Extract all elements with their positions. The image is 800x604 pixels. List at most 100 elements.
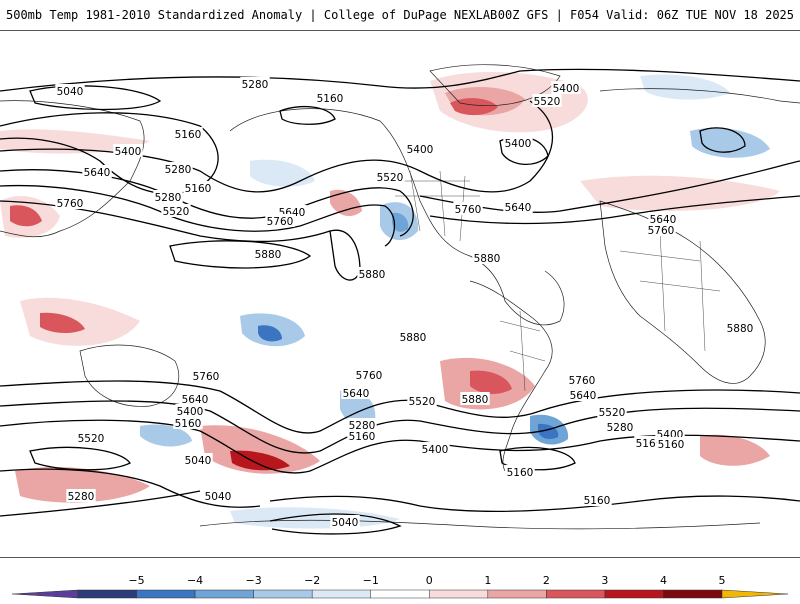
contour-label-bg: [551, 81, 581, 94]
contour-labels: 5040 5280 5160 5160 5400 5640 5280 5160 5520 5760…: [55, 77, 755, 529]
model-run-info: 00Z GFS | F054 Valid: 06Z TUE NOV 18 202…: [497, 8, 794, 22]
colorbar-segment: [370, 589, 430, 599]
colorbar-svg: −5 −4 −3 −2 −1 0 1 2 3 4 5: [11, 574, 789, 599]
contour-label: 5400: [407, 144, 434, 156]
warm-core-east-asia: [10, 205, 42, 227]
contour-5040-siberia: [29, 85, 162, 111]
contour-label-bg: [253, 247, 283, 260]
contour-label: 5520: [599, 407, 626, 419]
contour-label-bg: [503, 136, 533, 149]
australia-coast: [79, 344, 180, 407]
contour-label-bg: [648, 212, 678, 225]
warm-core-greenland: [450, 98, 498, 116]
contour-south-1: [0, 380, 800, 434]
contour-label-bg: [460, 392, 490, 405]
contour-label: 5880: [474, 253, 501, 265]
contour-5880-pacific: [169, 240, 312, 269]
contour-label-bg: [597, 405, 627, 418]
warm-anomaly-east-pacific: [330, 189, 362, 217]
colorbar-tick-label: 2: [543, 574, 550, 587]
contour-label-bg: [265, 214, 295, 227]
colorbar-segment: [136, 589, 196, 599]
north-america-coast: [229, 108, 565, 326]
colorbar-segment: [429, 589, 489, 599]
cold-anomaly-gulf-alaska: [250, 159, 315, 187]
colorbar-segment: [546, 589, 606, 599]
contour-label-bg: [173, 127, 203, 140]
map-title: 500mb Temp 1981-2010 Standardized Anomal…: [6, 8, 498, 22]
greenland-coast: [429, 64, 561, 106]
contour-label-bg: [180, 392, 210, 405]
contour-label-bg: [567, 373, 597, 386]
contour-label-bg: [646, 223, 676, 236]
contour-label: 5760: [356, 370, 383, 382]
contour-label: 5040: [185, 455, 212, 467]
contour-label: 5400: [505, 138, 532, 150]
anomaly-shading: [0, 71, 780, 529]
contour-label-bg: [655, 427, 685, 440]
contour-label: 5520: [534, 96, 561, 108]
contour-label: 5280: [68, 491, 95, 503]
contour-label-bg: [407, 394, 437, 407]
contour-south-5: [0, 490, 800, 517]
contour-label: 5040: [205, 491, 232, 503]
contour-label: 5880: [727, 323, 754, 335]
contour-label: 5520: [78, 433, 105, 445]
colorbar-tick-label: −2: [304, 574, 320, 587]
contour-5160-alaska: [279, 105, 336, 125]
contour-north-8: [429, 195, 800, 225]
contour-label: 5040: [332, 517, 359, 529]
political-borders: [395, 170, 721, 392]
colorbar-segment: [77, 589, 137, 599]
contour-label-bg: [347, 418, 377, 431]
contour-label: 5640: [84, 167, 111, 179]
contour-label: 5640: [182, 394, 209, 406]
contour-label: 5280: [165, 164, 192, 176]
contour-north-7: [419, 160, 800, 213]
africa-borders: [619, 230, 721, 352]
us-state-borders: [395, 170, 480, 242]
map-header: 500mb Temp 1981-2010 Standardized Anomal…: [0, 0, 800, 30]
colorbar-segment: [663, 589, 723, 599]
warm-core-south-america: [470, 370, 512, 395]
contour-label: 5160: [584, 495, 611, 507]
contour-label: 5160: [175, 418, 202, 430]
contour-label: 5760: [193, 371, 220, 383]
contour-south-4: [0, 468, 261, 508]
antarctica-coast: [199, 519, 761, 530]
contour-label: 5880: [400, 332, 427, 344]
contour-label-bg: [82, 165, 112, 178]
contour-label: 5760: [267, 216, 294, 228]
contour-label-bg: [55, 196, 85, 209]
contour-label-bg: [240, 77, 270, 90]
coastlines: [0, 64, 800, 530]
contour-label: 5520: [409, 396, 436, 408]
warm-core-south-pacific: [230, 450, 290, 471]
contour-label: 5160: [636, 438, 663, 450]
warm-anomaly-europe: [580, 175, 780, 211]
contour-label: 5640: [343, 388, 370, 400]
warm-anomaly-south-indian: [700, 434, 770, 466]
contour-label: 5280: [242, 79, 269, 91]
contour-label-bg: [472, 251, 502, 264]
contour-north-1: [0, 68, 800, 92]
contour-label-bg: [505, 465, 535, 478]
contour-label: 5160: [507, 467, 534, 479]
contour-label-bg: [163, 162, 193, 175]
contour-5880-mexico: [329, 229, 361, 281]
contour-label-bg: [153, 190, 183, 203]
anomaly-map: 5040 5280 5160 5160 5400 5640 5280 5160 5520 5760…: [0, 30, 800, 558]
colorbar-tick-label: −4: [187, 574, 203, 587]
contour-label: 5880: [255, 249, 282, 261]
colorbar-tick-label: 4: [660, 574, 667, 587]
contour-label-bg: [532, 94, 562, 107]
contour-label-bg: [76, 431, 106, 444]
contour-label: 5160: [349, 431, 376, 443]
contour-label-bg: [183, 453, 213, 466]
contour-label-bg: [503, 200, 533, 213]
south-america-borders: [499, 310, 546, 392]
contour-label-bg: [347, 429, 377, 442]
contour-label: 5760: [569, 375, 596, 387]
contour-label-bg: [453, 202, 483, 215]
contour-label: 5280: [155, 192, 182, 204]
